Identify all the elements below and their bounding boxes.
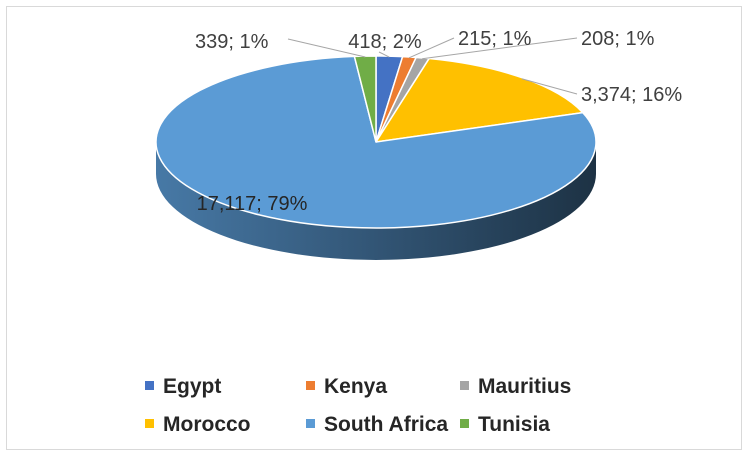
pie-side-south-africa xyxy=(156,142,596,260)
legend-item-kenya: Kenya xyxy=(306,372,387,402)
legend-swatch-mauritius xyxy=(460,380,469,390)
legend-swatch-kenya xyxy=(306,380,315,390)
leader-line-egypt xyxy=(378,51,390,58)
legend-item-mauritius: Mauritius xyxy=(460,372,571,402)
legend-swatch-egypt xyxy=(145,380,154,390)
legend-item-tunisia: Tunisia xyxy=(460,410,550,440)
legend-label-morocco: Morocco xyxy=(163,413,251,436)
leader-line-tunisia xyxy=(287,38,366,58)
legend-label-south-africa: South Africa xyxy=(324,413,449,436)
legend-label-kenya: Kenya xyxy=(324,375,388,398)
pie-slice-morocco xyxy=(375,57,584,143)
legend-label-mauritius: Mauritius xyxy=(478,375,572,398)
legend-swatch-tunisia xyxy=(460,418,469,428)
pie-top xyxy=(155,55,597,229)
pie-slice-tunisia xyxy=(353,55,377,143)
pie-data-labels: 418; 2% 215; 1% 208; 1% 3,374; 16% 17,117; 7… xyxy=(195,28,682,215)
data-label-south-africa: 17,117; 79% xyxy=(197,193,308,215)
legend: Egypt Kenya Mauritius Morocco South Afri… xyxy=(0,360,750,450)
leader-line-mauritius xyxy=(422,37,578,60)
pie-sides xyxy=(156,142,596,260)
legend-swatch-south-africa xyxy=(306,418,315,428)
legend-item-south-africa: South Africa xyxy=(306,410,448,440)
legend-item-morocco: Morocco xyxy=(145,410,251,440)
data-label-mauritius: 208; 1% xyxy=(581,28,655,50)
data-label-egypt: 418; 2% xyxy=(348,31,422,53)
data-label-kenya: 215; 1% xyxy=(458,28,532,50)
legend-item-egypt: Egypt xyxy=(145,372,221,402)
pie-chart: 418; 2% 215; 1% 208; 1% 3,374; 16% 17,117; 7… xyxy=(155,28,682,260)
pie-leader-lines xyxy=(287,37,578,95)
legend-swatch-morocco xyxy=(145,418,154,428)
leader-line-kenya xyxy=(408,37,455,59)
data-label-morocco: 3,374; 16% xyxy=(581,84,682,106)
legend-label-egypt: Egypt xyxy=(163,375,222,398)
legend-label-tunisia: Tunisia xyxy=(478,413,550,436)
leader-line-morocco xyxy=(521,78,578,95)
data-label-tunisia: 339; 1% xyxy=(195,31,269,53)
